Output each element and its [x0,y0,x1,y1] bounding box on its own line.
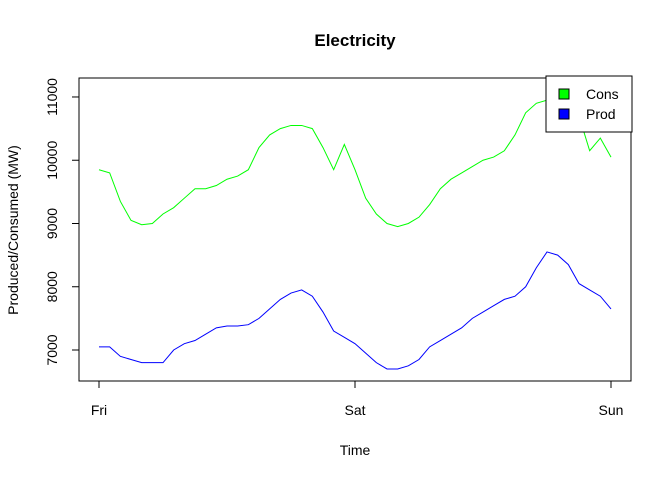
chart-title: Electricity [314,31,396,50]
y-tick-label: 9000 [44,208,60,239]
legend-label: Prod [586,106,616,122]
y-tick-label: 10000 [44,141,60,180]
x-tick-label: Fri [91,402,107,418]
y-tick-label: 11000 [44,78,60,116]
y-tick-label: 8000 [44,271,60,302]
line-series [99,251,612,370]
x-tick-label: Sat [344,402,365,418]
y-axis-label: Produced/Consumed (MW) [5,145,21,315]
x-tick-label: Sun [599,402,624,418]
y-tick-label: 7000 [44,334,60,365]
legend-label: Cons [586,86,619,102]
x-axis-label: Time [340,442,371,458]
legend-swatch [558,108,570,120]
line-series [98,99,612,228]
legend-box [545,75,633,133]
legend-swatch [558,88,570,100]
